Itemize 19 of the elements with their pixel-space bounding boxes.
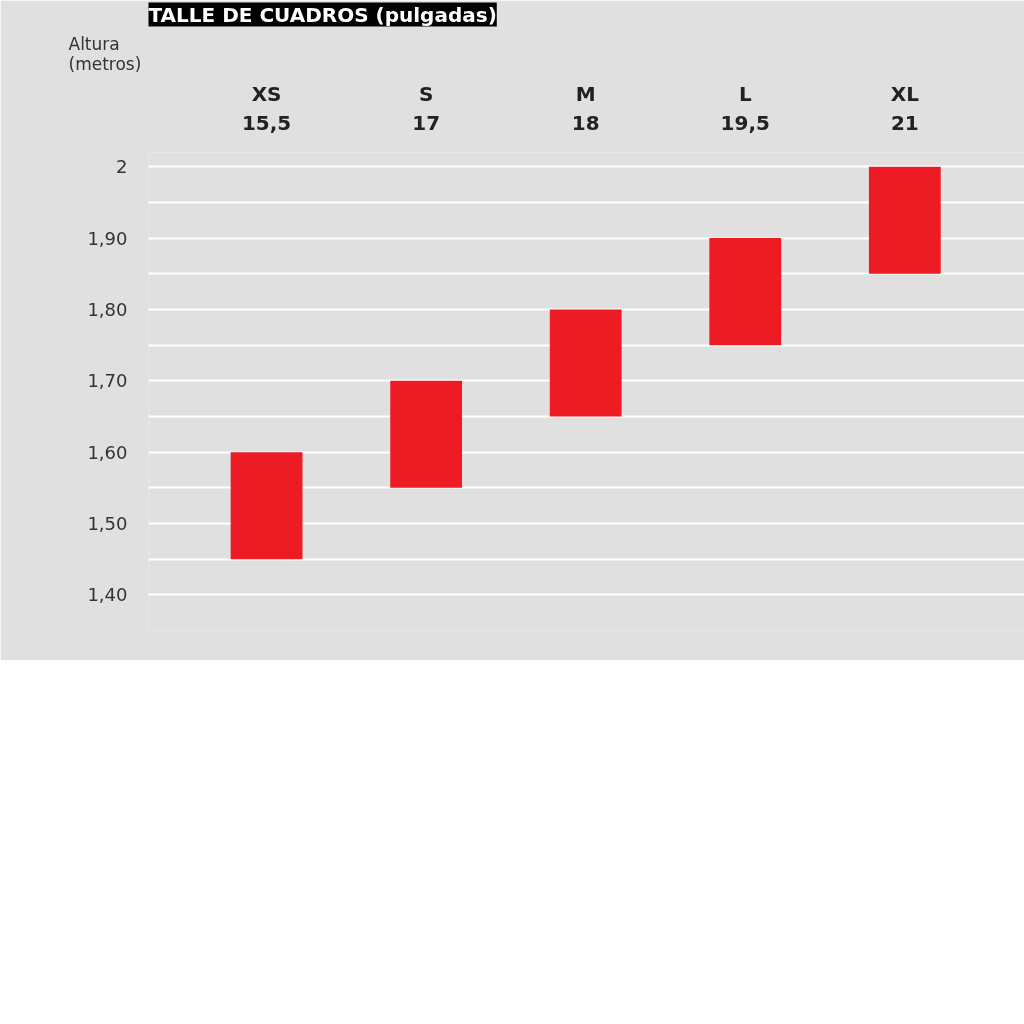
y-tick-label: 1,90 [87, 227, 128, 249]
x-tick-label: L 19,5 [720, 81, 770, 135]
y-tick-label: 1,50 [87, 512, 128, 534]
y-tick-label: 1,60 [87, 441, 128, 463]
bar [390, 380, 463, 488]
bar [868, 166, 941, 274]
x-tick-label: XL 21 [890, 81, 920, 135]
chart-title: TALLE DE CUADROS (pulgadas) [148, 2, 497, 27]
bar [230, 452, 303, 560]
x-tick-label: M 18 [571, 81, 600, 135]
y-tick-label: 1,40 [87, 584, 128, 606]
x-tick-label: XS 15,5 [241, 81, 292, 135]
bar [709, 238, 782, 346]
y-tick-label: 2 [116, 156, 128, 178]
y-axis-title: Altura (metros) [68, 33, 142, 74]
y-tick-label: 1,80 [87, 298, 128, 320]
bar [549, 309, 622, 417]
y-tick-label: 1,70 [87, 370, 128, 392]
x-tick-label: S 17 [412, 81, 441, 135]
